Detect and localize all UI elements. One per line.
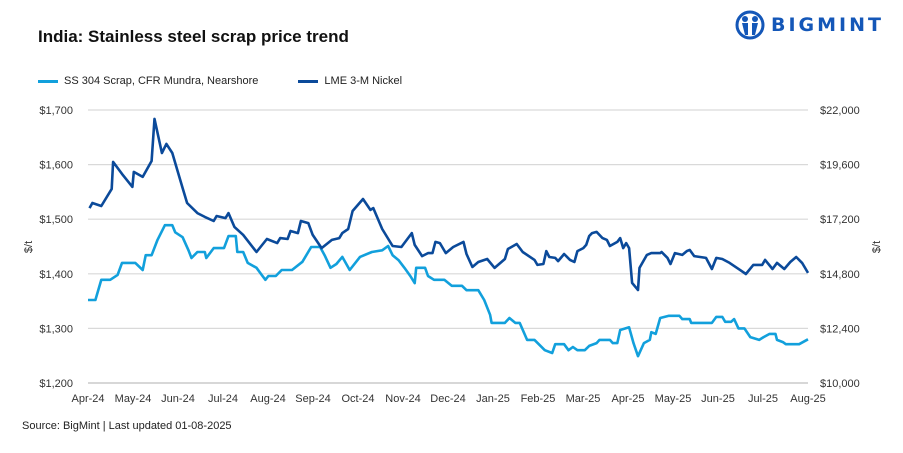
source-note: Source: BigMint | Last updated 01-08-202… xyxy=(22,420,232,432)
y-right-tick-label: $10,000 xyxy=(820,378,860,390)
y-right-tick-label: $14,800 xyxy=(820,269,860,281)
y-left-tick-label: $1,300 xyxy=(39,323,73,335)
x-tick-label: Nov-24 xyxy=(385,393,420,405)
bigmint-logo-icon xyxy=(735,10,765,40)
series-line-ss304-scrap xyxy=(88,223,809,358)
x-tick-label: Aug-25 xyxy=(790,393,825,405)
y-left-tick-label: $1,200 xyxy=(39,378,73,390)
y-right-tick-label: $22,000 xyxy=(820,105,860,117)
x-tick-label: Jul-25 xyxy=(748,393,778,405)
x-tick-label: Jan-25 xyxy=(476,393,510,405)
x-tick-label: Mar-25 xyxy=(566,393,601,405)
x-tick-label: May-25 xyxy=(655,393,692,405)
x-tick-label: Jun-25 xyxy=(701,393,735,405)
x-tick-label: Oct-24 xyxy=(341,393,374,405)
y-right-tick-label: $17,200 xyxy=(820,214,860,226)
legend-swatch-nickel xyxy=(298,79,319,83)
chart-title: India: Stainless steel scrap price trend xyxy=(38,27,349,46)
y-right-tick-label: $12,400 xyxy=(820,323,860,335)
x-tick-label: May-24 xyxy=(115,393,152,405)
x-tick-label: Jul-24 xyxy=(208,393,238,405)
x-tick-label: Jun-24 xyxy=(161,393,195,405)
x-tick-label: Aug-24 xyxy=(250,393,285,405)
x-tick-label: Apr-25 xyxy=(611,393,644,405)
y-right-tick-label: $19,600 xyxy=(820,160,860,172)
x-tick-label: Feb-25 xyxy=(521,393,556,405)
legend-swatch-ss304 xyxy=(38,79,58,83)
x-tick-label: Apr-24 xyxy=(71,393,104,405)
y-right-axis-label: $/t xyxy=(871,241,883,253)
x-tick-label: Dec-24 xyxy=(430,393,465,405)
legend-item-ss304: SS 304 Scrap, CFR Mundra, Nearshore xyxy=(38,75,258,87)
y-left-tick-label: $1,400 xyxy=(39,269,73,281)
y-left-tick-label: $1,600 xyxy=(39,160,73,172)
y-left-axis-label: $/t xyxy=(23,241,35,253)
legend-item-nickel: LME 3-M Nickel xyxy=(298,75,402,87)
y-left-tick-label: $1,500 xyxy=(39,214,73,226)
series-line-lme-nickel xyxy=(88,117,810,292)
legend-label-nickel: LME 3-M Nickel xyxy=(324,75,403,87)
legend: SS 304 Scrap, CFR Mundra, Nearshore LME … xyxy=(38,75,442,87)
legend-label-ss304: SS 304 Scrap, CFR Mundra, Nearshore xyxy=(64,75,259,87)
y-left-tick-label: $1,700 xyxy=(39,105,73,117)
x-tick-label: Sep-24 xyxy=(295,393,330,405)
bigmint-logo: BIGMINT xyxy=(735,10,884,40)
logo-text: BIGMINT xyxy=(771,14,884,36)
